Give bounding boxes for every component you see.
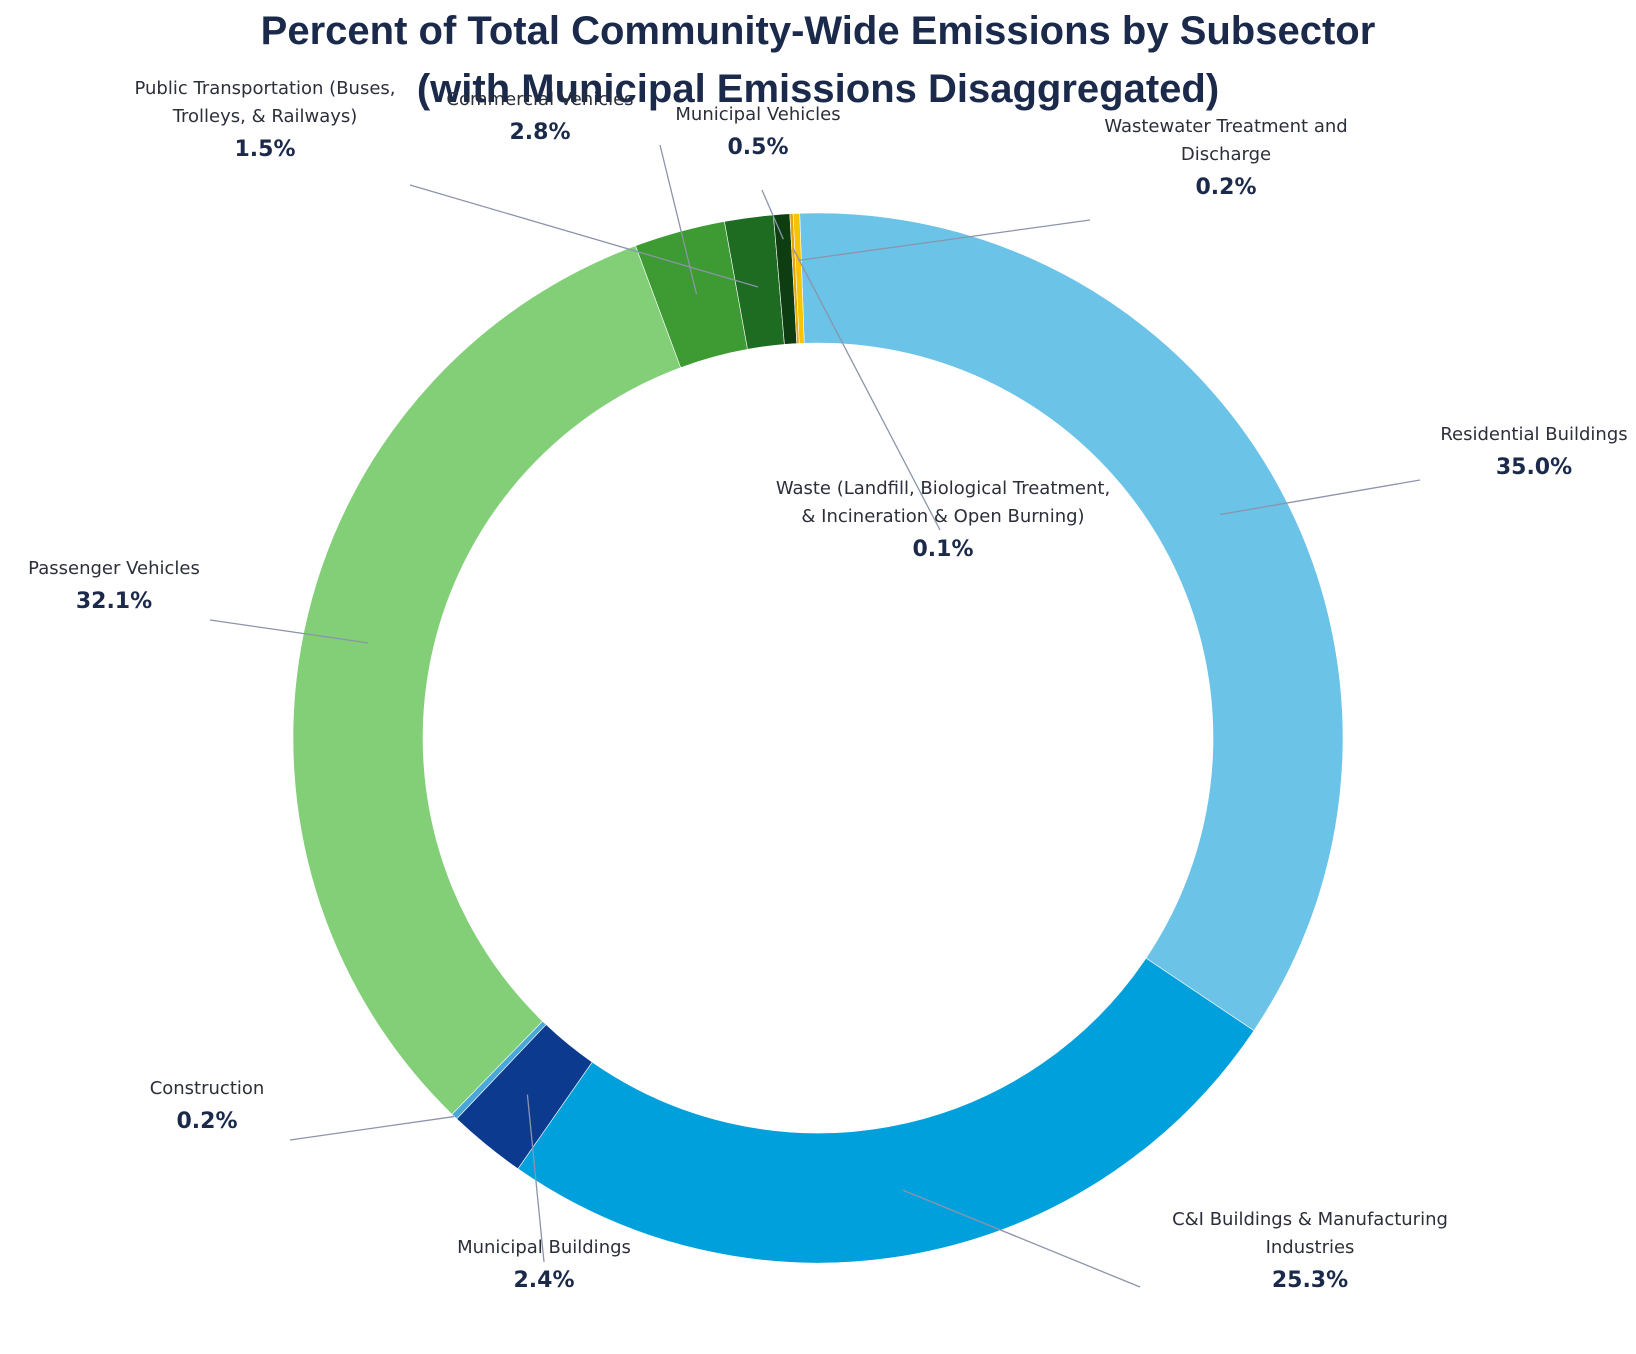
- slice-label-public-transportation-buses-trolleys-railways-line-2: Trolleys, & Railways): [172, 106, 358, 127]
- leader-line-passenger-vehicles: [209, 619, 369, 644]
- slice-passenger-vehicles: [292, 245, 682, 1115]
- slice-label-construction: Construction: [150, 1078, 265, 1099]
- slice-label-passenger-vehicles: Passenger Vehicles: [28, 558, 200, 579]
- slice-label-c-i-buildings-manufacturing-industries-line-2: Industries: [1266, 1237, 1355, 1258]
- chart-title-line-1: Percent of Total Community-Wide Emission…: [261, 9, 1376, 53]
- slice-value-c-i-buildings-manufacturing-industries: 25.3%: [1272, 1268, 1348, 1293]
- slice-residential-buildings: [799, 212, 1344, 1032]
- slice-label-wastewater-treatment-and-discharge-line-2: Discharge: [1181, 144, 1271, 165]
- donut-slices: [292, 212, 1344, 1264]
- slice-label-commercial-vehicles: Commercial Vehicles: [446, 89, 633, 110]
- leader-line-public-transportation-buses-trolleys-railways: [409, 184, 759, 288]
- slice-value-public-transportation-buses-trolleys-railways: 1.5%: [234, 137, 295, 162]
- slice-value-construction: 0.2%: [176, 1109, 237, 1134]
- slice-label-public-transportation-buses-trolleys-railways-line-1: Public Transportation (Buses,: [134, 78, 395, 99]
- slice-wastewater-treatment-and-discharge: [792, 213, 805, 344]
- leader-line-municipal-vehicles: [761, 189, 784, 240]
- leader-line-municipal-buildings: [526, 1094, 545, 1263]
- slice-labels: Residential Buildings 35.0% C&I Buildings …: [28, 78, 1627, 1293]
- slice-label-waste-landfill-biological-treatment-incineration-open-burning-line-1: Waste (Landfill, Biological Treatment,: [776, 478, 1110, 499]
- slice-label-municipal-vehicles: Municipal Vehicles: [675, 104, 840, 125]
- leader-line-residential-buildings: [1219, 479, 1421, 516]
- slice-value-wastewater-treatment-and-discharge: 0.2%: [1195, 175, 1256, 200]
- slice-label-residential-buildings: Residential Buildings: [1440, 424, 1627, 445]
- slice-value-passenger-vehicles: 32.1%: [76, 589, 152, 614]
- slice-label-c-i-buildings-manufacturing-industries-line-1: C&I Buildings & Manufacturing: [1172, 1209, 1448, 1230]
- slice-label-waste-landfill-biological-treatment-incineration-open-burning-line-2: & Incineration & Open Burning): [801, 506, 1084, 527]
- leader-line-commercial-vehicles: [659, 144, 698, 295]
- slice-value-waste-landfill-biological-treatment-incineration-open-burning: 0.1%: [912, 537, 973, 562]
- slice-value-commercial-vehicles: 2.8%: [509, 120, 570, 145]
- slice-value-residential-buildings: 35.0%: [1496, 455, 1572, 480]
- slice-label-wastewater-treatment-and-discharge-line-1: Wastewater Treatment and: [1104, 116, 1347, 137]
- leader-line-construction: [289, 1115, 455, 1141]
- slice-c-i-buildings-manufacturing-industries: [517, 957, 1255, 1264]
- leader-line-c-i-buildings-manufacturing-industries: [902, 1189, 1141, 1288]
- leader-line-waste-landfill-biological-treatment-incineration-open-burning: [792, 248, 941, 531]
- slice-value-municipal-buildings: 2.4%: [513, 1268, 574, 1293]
- leader-line-wastewater-treatment-and-discharge: [798, 219, 1091, 262]
- chart-title-line-2: (with Municipal Emissions Disaggregated): [417, 67, 1219, 111]
- slice-value-municipal-vehicles: 0.5%: [727, 135, 788, 160]
- slice-label-municipal-buildings: Municipal Buildings: [457, 1237, 631, 1258]
